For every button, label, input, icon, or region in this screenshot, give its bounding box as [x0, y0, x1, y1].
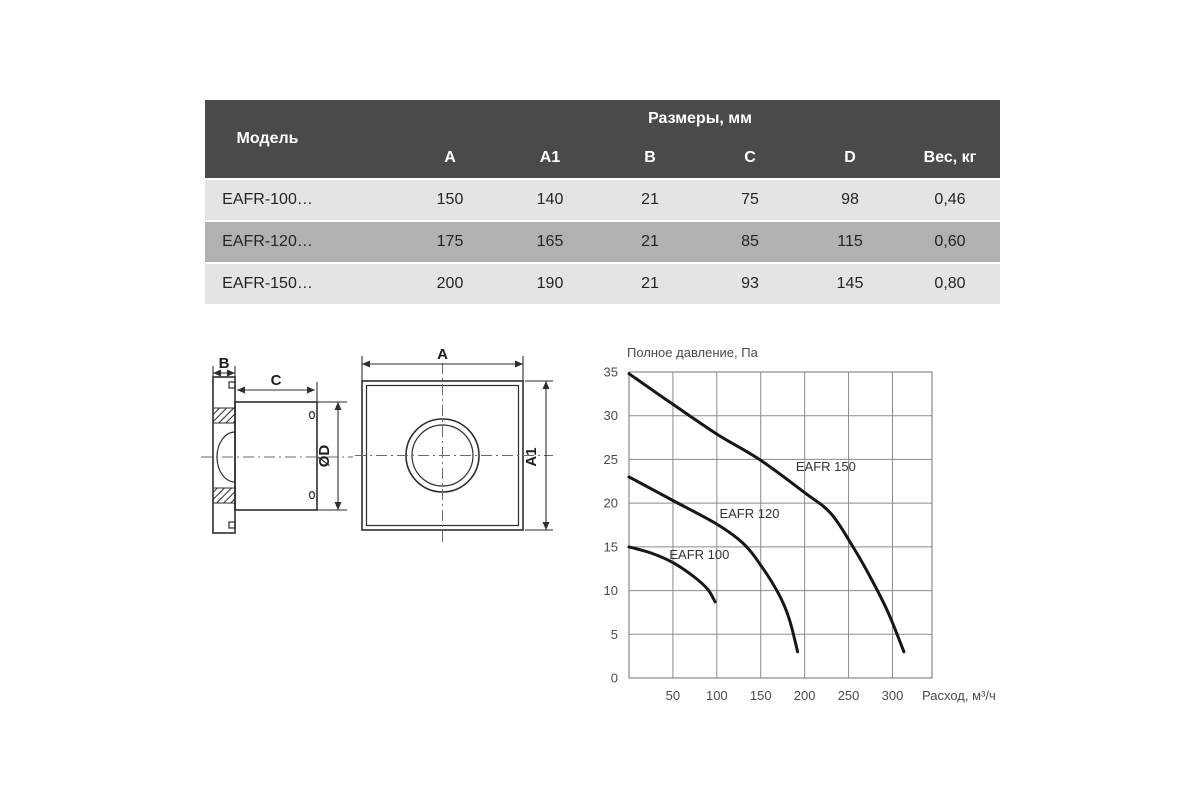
plot-border	[628, 371, 933, 679]
front-view: A A1	[355, 346, 553, 543]
chart-x-axis-title: Расход, м³/ч	[922, 688, 996, 703]
cell-weight: 0,46	[934, 191, 966, 208]
cell-model: EAFR-100…	[222, 191, 313, 208]
cell-b: 21	[641, 191, 659, 208]
cell-a: 200	[436, 275, 464, 292]
cell-weight: 0,60	[934, 233, 966, 250]
cell-c: 75	[741, 191, 759, 208]
curve-eafr-100	[627, 545, 717, 604]
column-header-a1: A1	[539, 149, 561, 166]
cell-weight: 0,80	[934, 275, 966, 292]
chart-curves	[627, 372, 906, 654]
chart-curve-labels: EAFR 150 EAFR 120 EAFR 100	[669, 459, 855, 562]
x-tick-label: 300	[882, 688, 904, 703]
cell-d: 145	[836, 275, 864, 292]
y-tick-label: 20	[604, 496, 618, 511]
column-header-c: C	[744, 149, 756, 166]
column-header-model: Модель	[236, 130, 299, 147]
column-header-weight: Вес, кг	[923, 149, 977, 166]
chart-grid	[628, 371, 933, 679]
cell-a1: 140	[536, 191, 564, 208]
dimensions-table: Модель Размеры, мм A A1 B C D Вес, кг EA…	[205, 100, 1000, 304]
dim-label-b: B	[219, 355, 230, 372]
y-tick-label: 15	[604, 539, 618, 554]
y-tick-label: 10	[604, 583, 618, 598]
curve-eafr-150	[627, 372, 906, 654]
screw-hole-top	[308, 410, 316, 420]
cell-a1: 190	[536, 275, 564, 292]
table-header: Модель Размеры, мм A A1 B C D Вес, кг	[205, 100, 1000, 178]
cell-model: EAFR-120…	[222, 233, 313, 250]
screw-hole-bottom	[308, 490, 316, 500]
chart-axis-labels: 50 100 150 200 250 300 0 5 10 15 20 25 30 35	[604, 365, 904, 704]
cell-a: 150	[436, 191, 464, 208]
column-header-b: B	[644, 149, 656, 166]
curve-label-eafr-100: EAFR 100	[669, 547, 729, 562]
table-row: EAFR-100… 150 140 21 75 98 0,46	[205, 180, 1000, 220]
column-header-a: A	[444, 149, 456, 166]
y-tick-label: 35	[604, 365, 618, 380]
cell-a1: 165	[536, 233, 564, 250]
y-tick-label: 5	[611, 627, 618, 642]
cell-d: 115	[837, 233, 863, 250]
panel-clip-bottom	[228, 521, 236, 529]
dim-label-d: ØD	[316, 445, 333, 468]
x-tick-label: 250	[838, 688, 860, 703]
dim-label-a: A	[437, 346, 448, 363]
dim-label-c: C	[271, 372, 282, 389]
table-row: EAFR-150… 200 190 21 93 145 0,80	[205, 264, 1000, 304]
x-tick-label: 100	[706, 688, 728, 703]
cell-model: EAFR-150…	[222, 275, 313, 292]
cell-b: 21	[641, 233, 659, 250]
y-tick-label: 30	[604, 408, 618, 423]
x-tick-label: 150	[750, 688, 772, 703]
curve-label-eafr-150: EAFR 150	[796, 459, 856, 474]
table-row: EAFR-120… 175 165 21 85 115 0,60	[205, 222, 1000, 262]
column-header-d: D	[844, 149, 856, 166]
y-tick-label: 0	[611, 671, 618, 686]
curve-eafr-120	[627, 475, 800, 654]
cell-a: 175	[436, 233, 464, 250]
cell-b: 21	[641, 275, 659, 292]
column-group-dimensions: Размеры, мм	[648, 110, 752, 127]
panel-clip-top	[228, 381, 236, 389]
technical-drawing: B C ØD A A1	[201, 346, 553, 543]
hatch-section-top	[212, 407, 236, 424]
x-tick-label: 200	[794, 688, 816, 703]
dim-label-a1: A1	[523, 447, 540, 466]
hatch-section-bottom	[212, 487, 236, 504]
front-panel-edge	[212, 376, 236, 534]
cell-d: 98	[841, 191, 859, 208]
performance-chart: 50 100 150 200 250 300 0 5 10 15 20 25 30 35 EAFR 150…	[604, 345, 996, 704]
duct-body	[234, 401, 318, 511]
curve-label-eafr-120: EAFR 120	[719, 506, 779, 521]
cell-c: 93	[741, 275, 759, 292]
cell-c: 85	[741, 233, 759, 250]
chart-y-axis-title: Полное давление, Па	[627, 345, 759, 360]
y-tick-label: 25	[604, 452, 618, 467]
x-tick-label: 50	[666, 688, 680, 703]
side-view: B C ØD	[201, 355, 353, 534]
